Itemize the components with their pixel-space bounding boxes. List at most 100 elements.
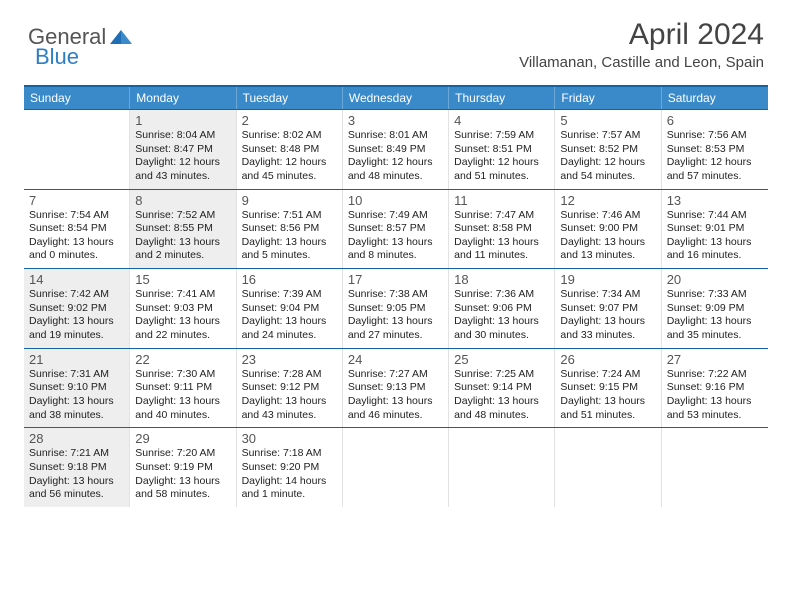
day-cell: 15Sunrise: 7:41 AMSunset: 9:03 PMDayligh… xyxy=(130,269,236,348)
day-cell: 21Sunrise: 7:31 AMSunset: 9:10 PMDayligh… xyxy=(24,349,130,428)
day-cell: 28Sunrise: 7:21 AMSunset: 9:18 PMDayligh… xyxy=(24,428,130,507)
day-line-d1: Daylight: 13 hours xyxy=(560,315,655,329)
day-cell: 12Sunrise: 7:46 AMSunset: 9:00 PMDayligh… xyxy=(555,190,661,269)
logo-mark-icon xyxy=(110,28,132,49)
day-line-d2: and 22 minutes. xyxy=(135,329,230,343)
dow-sunday: Sunday xyxy=(24,87,130,109)
dow-saturday: Saturday xyxy=(662,87,768,109)
day-line-sr: Sunrise: 7:34 AM xyxy=(560,288,655,302)
weeks-container: 1Sunrise: 8:04 AMSunset: 8:47 PMDaylight… xyxy=(24,109,768,507)
day-number: 5 xyxy=(560,113,655,128)
day-number: 23 xyxy=(242,352,337,367)
day-line-d1: Daylight: 13 hours xyxy=(667,236,763,250)
day-line-d2: and 38 minutes. xyxy=(29,409,124,423)
day-line-sr: Sunrise: 7:47 AM xyxy=(454,209,549,223)
day-number: 12 xyxy=(560,193,655,208)
day-cell: 19Sunrise: 7:34 AMSunset: 9:07 PMDayligh… xyxy=(555,269,661,348)
week-row: 28Sunrise: 7:21 AMSunset: 9:18 PMDayligh… xyxy=(24,427,768,507)
day-line-sr: Sunrise: 7:51 AM xyxy=(242,209,337,223)
day-cell xyxy=(24,110,130,189)
day-line-sr: Sunrise: 8:01 AM xyxy=(348,129,443,143)
day-line-d2: and 46 minutes. xyxy=(348,409,443,423)
day-cell: 9Sunrise: 7:51 AMSunset: 8:56 PMDaylight… xyxy=(237,190,343,269)
day-line-sr: Sunrise: 7:44 AM xyxy=(667,209,763,223)
day-line-sr: Sunrise: 7:38 AM xyxy=(348,288,443,302)
day-line-ss: Sunset: 9:00 PM xyxy=(560,222,655,236)
day-number: 15 xyxy=(135,272,230,287)
day-line-sr: Sunrise: 7:33 AM xyxy=(667,288,763,302)
day-line-ss: Sunset: 8:47 PM xyxy=(135,143,230,157)
day-line-ss: Sunset: 9:10 PM xyxy=(29,381,124,395)
day-number: 17 xyxy=(348,272,443,287)
day-line-d2: and 24 minutes. xyxy=(242,329,337,343)
day-number: 28 xyxy=(29,431,124,446)
day-line-sr: Sunrise: 7:31 AM xyxy=(29,368,124,382)
day-line-sr: Sunrise: 7:24 AM xyxy=(560,368,655,382)
day-number: 8 xyxy=(135,193,230,208)
day-line-sr: Sunrise: 7:28 AM xyxy=(242,368,337,382)
day-line-d2: and 43 minutes. xyxy=(135,170,230,184)
day-number: 4 xyxy=(454,113,549,128)
day-number: 7 xyxy=(29,193,124,208)
week-row: 14Sunrise: 7:42 AMSunset: 9:02 PMDayligh… xyxy=(24,268,768,348)
day-line-d2: and 57 minutes. xyxy=(667,170,763,184)
day-number: 19 xyxy=(560,272,655,287)
day-number: 22 xyxy=(135,352,230,367)
day-line-d1: Daylight: 12 hours xyxy=(454,156,549,170)
day-line-sr: Sunrise: 7:30 AM xyxy=(135,368,230,382)
day-line-ss: Sunset: 9:12 PM xyxy=(242,381,337,395)
day-line-sr: Sunrise: 7:27 AM xyxy=(348,368,443,382)
day-line-d1: Daylight: 13 hours xyxy=(135,475,230,489)
day-line-d1: Daylight: 13 hours xyxy=(560,236,655,250)
day-number: 1 xyxy=(135,113,230,128)
day-cell: 3Sunrise: 8:01 AMSunset: 8:49 PMDaylight… xyxy=(343,110,449,189)
day-line-d2: and 16 minutes. xyxy=(667,249,763,263)
day-line-sr: Sunrise: 7:41 AM xyxy=(135,288,230,302)
day-line-d1: Daylight: 12 hours xyxy=(242,156,337,170)
day-line-d2: and 56 minutes. xyxy=(29,488,124,502)
day-line-d1: Daylight: 12 hours xyxy=(667,156,763,170)
day-line-ss: Sunset: 8:48 PM xyxy=(242,143,337,157)
day-line-d2: and 30 minutes. xyxy=(454,329,549,343)
week-row: 7Sunrise: 7:54 AMSunset: 8:54 PMDaylight… xyxy=(24,189,768,269)
dow-tuesday: Tuesday xyxy=(237,87,343,109)
day-cell xyxy=(555,428,661,507)
day-cell: 5Sunrise: 7:57 AMSunset: 8:52 PMDaylight… xyxy=(555,110,661,189)
day-line-d1: Daylight: 12 hours xyxy=(135,156,230,170)
day-number: 11 xyxy=(454,193,549,208)
day-line-d2: and 58 minutes. xyxy=(135,488,230,502)
day-cell: 14Sunrise: 7:42 AMSunset: 9:02 PMDayligh… xyxy=(24,269,130,348)
day-line-ss: Sunset: 9:15 PM xyxy=(560,381,655,395)
dow-friday: Friday xyxy=(555,87,661,109)
day-line-ss: Sunset: 9:05 PM xyxy=(348,302,443,316)
day-cell: 27Sunrise: 7:22 AMSunset: 9:16 PMDayligh… xyxy=(662,349,768,428)
day-cell: 17Sunrise: 7:38 AMSunset: 9:05 PMDayligh… xyxy=(343,269,449,348)
dow-wednesday: Wednesday xyxy=(343,87,449,109)
day-line-d2: and 54 minutes. xyxy=(560,170,655,184)
day-line-ss: Sunset: 9:07 PM xyxy=(560,302,655,316)
day-line-d1: Daylight: 13 hours xyxy=(348,315,443,329)
day-line-d1: Daylight: 13 hours xyxy=(29,236,124,250)
day-line-d2: and 11 minutes. xyxy=(454,249,549,263)
day-line-sr: Sunrise: 8:04 AM xyxy=(135,129,230,143)
day-number: 16 xyxy=(242,272,337,287)
day-line-ss: Sunset: 8:57 PM xyxy=(348,222,443,236)
day-cell: 11Sunrise: 7:47 AMSunset: 8:58 PMDayligh… xyxy=(449,190,555,269)
day-number: 27 xyxy=(667,352,763,367)
day-cell xyxy=(343,428,449,507)
day-line-d2: and 2 minutes. xyxy=(135,249,230,263)
day-line-ss: Sunset: 8:56 PM xyxy=(242,222,337,236)
day-line-ss: Sunset: 9:14 PM xyxy=(454,381,549,395)
day-cell xyxy=(662,428,768,507)
day-line-ss: Sunset: 8:53 PM xyxy=(667,143,763,157)
day-line-sr: Sunrise: 7:42 AM xyxy=(29,288,124,302)
day-line-ss: Sunset: 9:20 PM xyxy=(242,461,337,475)
day-line-ss: Sunset: 9:09 PM xyxy=(667,302,763,316)
day-line-ss: Sunset: 8:55 PM xyxy=(135,222,230,236)
day-line-sr: Sunrise: 7:49 AM xyxy=(348,209,443,223)
day-line-d2: and 43 minutes. xyxy=(242,409,337,423)
day-number: 20 xyxy=(667,272,763,287)
day-line-d2: and 51 minutes. xyxy=(560,409,655,423)
dow-thursday: Thursday xyxy=(449,87,555,109)
day-line-d1: Daylight: 14 hours xyxy=(242,475,337,489)
